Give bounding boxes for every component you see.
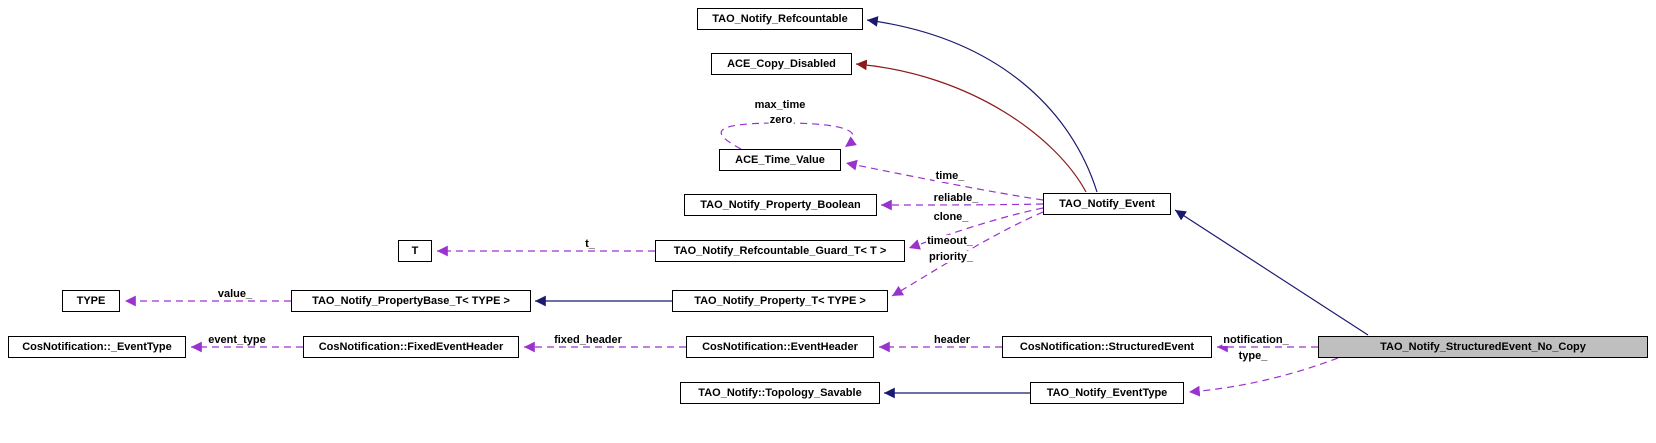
node-tao-notify-eventtype[interactable]: TAO_Notify_EventType bbox=[1030, 382, 1184, 404]
node-tao-notify-topology-savable[interactable]: TAO_Notify::Topology_Savable bbox=[680, 382, 880, 404]
node-tao-notify-propertybase-t[interactable]: TAO_Notify_PropertyBase_T< TYPE > bbox=[291, 290, 531, 312]
node-cosnotification-eventtype[interactable]: CosNotification::_EventType bbox=[8, 336, 186, 358]
node-tao-notify-property-boolean[interactable]: TAO_Notify_Property_Boolean bbox=[684, 194, 877, 216]
edge-label-fixed-header: fixed_header bbox=[553, 334, 623, 346]
node-tao-notify-refcountable[interactable]: TAO_Notify_Refcountable bbox=[697, 8, 863, 30]
edge-event-uses-clone bbox=[908, 207, 1044, 250]
edge-event-uses-reliable bbox=[880, 199, 1044, 211]
edge-label-time: time_ bbox=[934, 170, 966, 182]
edge-event-uses-time-value bbox=[845, 159, 1044, 201]
edge-label-reliable: reliable_ bbox=[932, 192, 980, 204]
node-t[interactable]: T bbox=[398, 240, 432, 262]
edge-label-zero: zero bbox=[768, 114, 794, 126]
edge-label-max-time: max_time bbox=[753, 99, 807, 111]
edge-label-clone: clone_ bbox=[932, 211, 970, 223]
edge-label-t: t_ bbox=[584, 238, 596, 250]
node-cosnotification-eventheader[interactable]: CosNotification::EventHeader bbox=[686, 336, 874, 358]
edge-label-notification: notification_ bbox=[1222, 334, 1290, 346]
node-tao-notify-property-t[interactable]: TAO_Notify_Property_T< TYPE > bbox=[672, 290, 888, 312]
node-ace-copy-disabled[interactable]: ACE_Copy_Disabled bbox=[711, 53, 852, 75]
edge-event-inherits-refcountable bbox=[866, 16, 1098, 193]
node-cosnotification-structuredevent[interactable]: CosNotification::StructuredEvent bbox=[1002, 336, 1212, 358]
edge-label-value: value_ bbox=[216, 288, 254, 300]
node-tao-notify-structuredevent-no-copy: TAO_Notify_StructuredEvent_No_Copy bbox=[1318, 336, 1648, 358]
node-type[interactable]: TYPE bbox=[62, 290, 120, 312]
edge-event-inherits-copy-disabled bbox=[855, 59, 1087, 193]
node-tao-notify-event[interactable]: TAO_Notify_Event bbox=[1043, 193, 1171, 215]
edge-label-priority: priority_ bbox=[927, 251, 975, 263]
node-ace-time-value[interactable]: ACE_Time_Value bbox=[719, 149, 841, 171]
edge-label-event-type: event_type bbox=[207, 334, 267, 346]
edge-focus-uses-event-type bbox=[1188, 357, 1339, 397]
edge-label-type: type_ bbox=[1237, 350, 1269, 362]
node-cosnotification-fixedeventheader[interactable]: CosNotification::FixedEventHeader bbox=[303, 336, 519, 358]
edge-label-header: header bbox=[932, 334, 972, 346]
edge-time-value-self-loop bbox=[720, 122, 857, 150]
node-tao-notify-refcountable-guard-t[interactable]: TAO_Notify_Refcountable_Guard_T< T > bbox=[655, 240, 905, 262]
edge-label-timeout: timeout_ bbox=[926, 235, 974, 247]
edge-focus-inherits-event bbox=[1174, 209, 1369, 336]
